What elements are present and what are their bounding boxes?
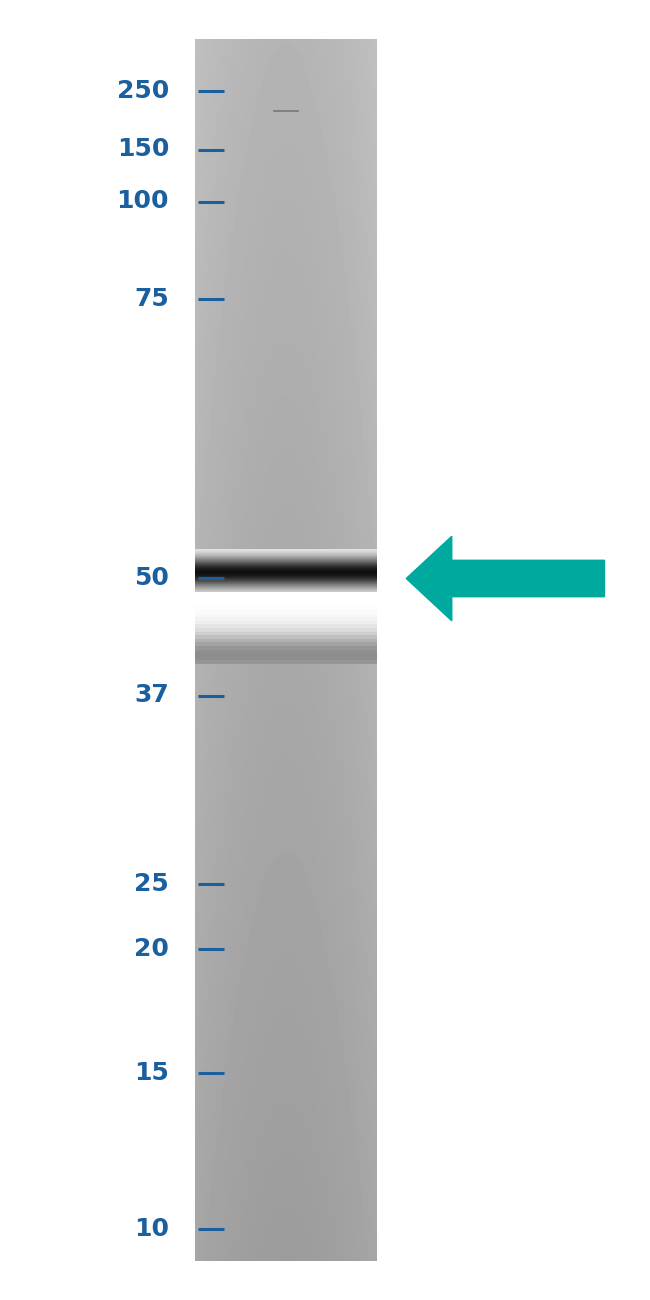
Text: 100: 100	[116, 190, 169, 213]
Text: 150: 150	[116, 138, 169, 161]
Text: 10: 10	[134, 1217, 169, 1240]
Text: 50: 50	[134, 567, 169, 590]
Text: 15: 15	[134, 1061, 169, 1084]
FancyArrow shape	[406, 536, 604, 620]
Text: 75: 75	[135, 287, 169, 311]
Text: 37: 37	[135, 684, 169, 707]
Text: 250: 250	[117, 79, 169, 103]
Text: 25: 25	[135, 872, 169, 896]
Text: 20: 20	[134, 937, 169, 961]
